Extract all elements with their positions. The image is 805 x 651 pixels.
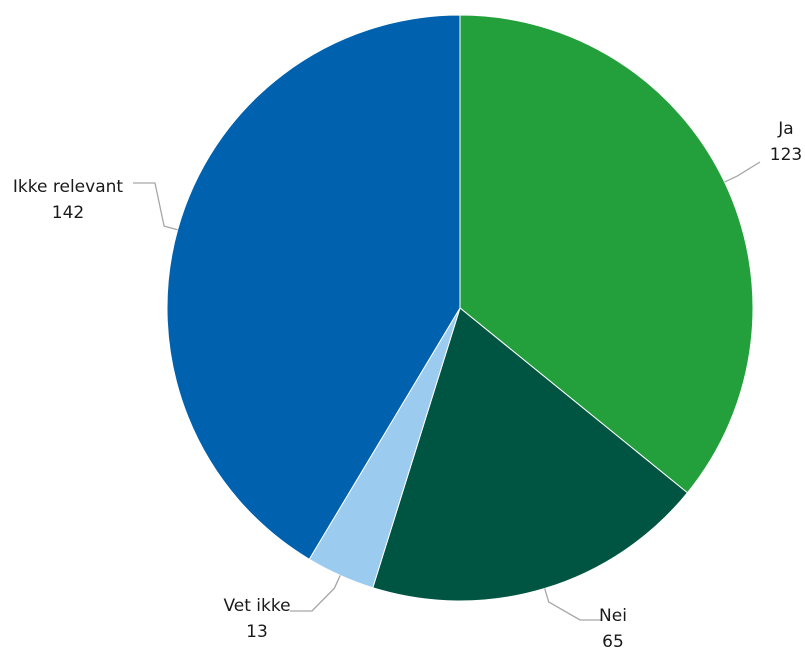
leader-line (544, 588, 602, 621)
slice-value-ikke-relevant: 142 (52, 203, 84, 223)
slice-label-ikke-relevant: Ikke relevant (13, 177, 123, 197)
leader-line (133, 182, 178, 231)
slice-value-ja: 123 (770, 145, 802, 165)
slice-value-vet-ikke: 13 (246, 622, 268, 642)
leader-line (724, 161, 761, 183)
slice-label-nei: Nei (599, 606, 627, 626)
pie-slice-ikke-relevant (166, 14, 461, 560)
slice-value-nei: 65 (602, 632, 624, 651)
slice-label-vet-ikke: Vet ikke (223, 596, 290, 616)
pie-slice-ja (459, 14, 754, 494)
pie-slice-nei (372, 307, 689, 602)
leader-line (290, 575, 341, 612)
slice-label-ja: Ja (777, 119, 793, 139)
